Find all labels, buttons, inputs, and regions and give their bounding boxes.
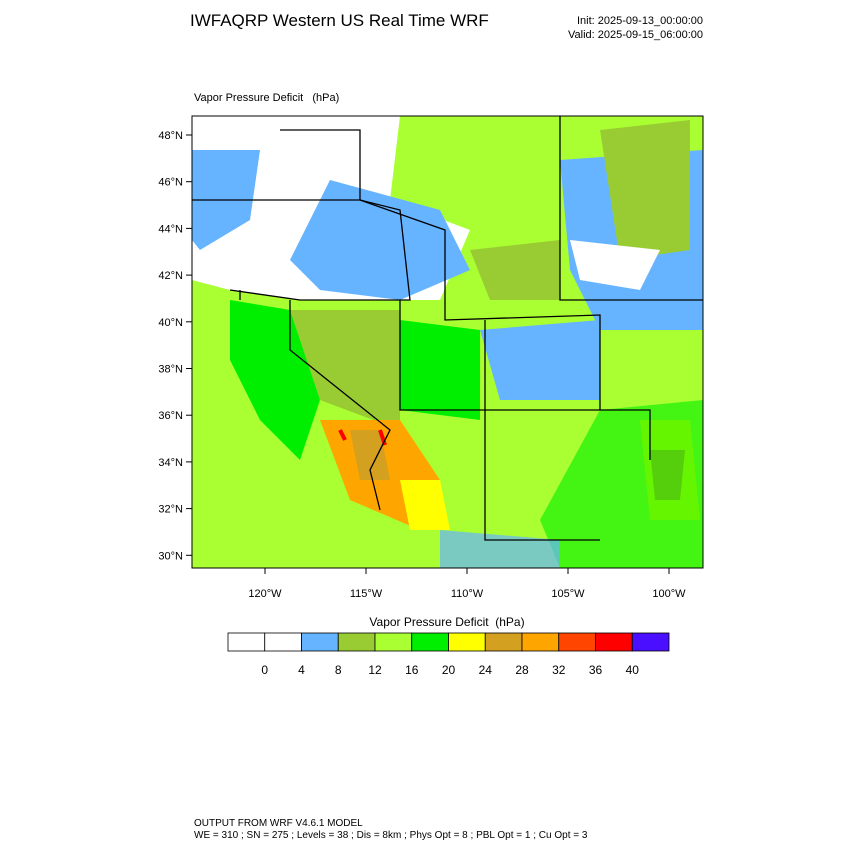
colorbar-title: Vapor Pressure Deficit (hPa) [369,615,524,629]
colorbar-box [595,632,633,652]
colorbar-label: 0 [261,663,268,677]
lon-label: 105°W [551,588,585,600]
colorbar-box [374,632,413,652]
colorbar-label: 24 [479,663,493,677]
colorbar-box [301,632,339,652]
lat-label: 44°N [158,223,183,235]
colorbar-label: 36 [589,663,603,677]
colorbar-label: 16 [405,663,419,677]
lat-label: 48°N [158,130,183,142]
colorbar-box [448,632,486,652]
colorbar-label: 12 [368,663,382,677]
colorbar-box [227,632,266,652]
lon-label: 115°W [350,588,383,600]
footer-config: WE = 310 ; SN = 275 ; Levels = 38 ; Dis … [194,830,588,841]
colorbar-box [558,632,596,652]
colorbar-label: 40 [626,663,640,677]
colorbar-box [484,632,523,652]
lat-label: 30°N [158,550,183,562]
colorbar-box [411,632,449,652]
lat-label: 32°N [158,504,183,516]
valid-time: Valid: 2025-09-15_06:00:00 [568,29,703,41]
title: IWFAQRP Western US Real Time WRF [190,11,489,30]
colorbar-box [521,632,560,652]
lat-label: 40°N [158,317,183,329]
init-time: Init: 2025-09-13_00:00:00 [577,15,703,27]
colorbar-label: 20 [442,663,456,677]
lat-label: 42°N [158,270,183,282]
footer-model: OUTPUT FROM WRF V4.6.1 MODEL [194,818,363,829]
colorbar-label: 4 [298,663,305,677]
lon-label: 100°W [652,588,686,600]
lat-label: 34°N [158,457,183,469]
lat-label: 36°N [158,410,183,422]
lon-label: 110°W [451,588,484,600]
map-subtitle: Vapor Pressure Deficit (hPa) [194,92,339,104]
lon-label: 120°W [248,588,282,600]
colorbar-label: 8 [335,663,342,677]
lat-label: 38°N [158,364,183,376]
colorbar-box [631,632,670,652]
lat-label: 46°N [158,177,183,189]
colorbar-label: 28 [515,663,529,677]
colorbar-box [337,632,376,652]
map-field [191,115,704,569]
colorbar-label: 32 [552,663,566,677]
colorbar-box [264,632,302,652]
